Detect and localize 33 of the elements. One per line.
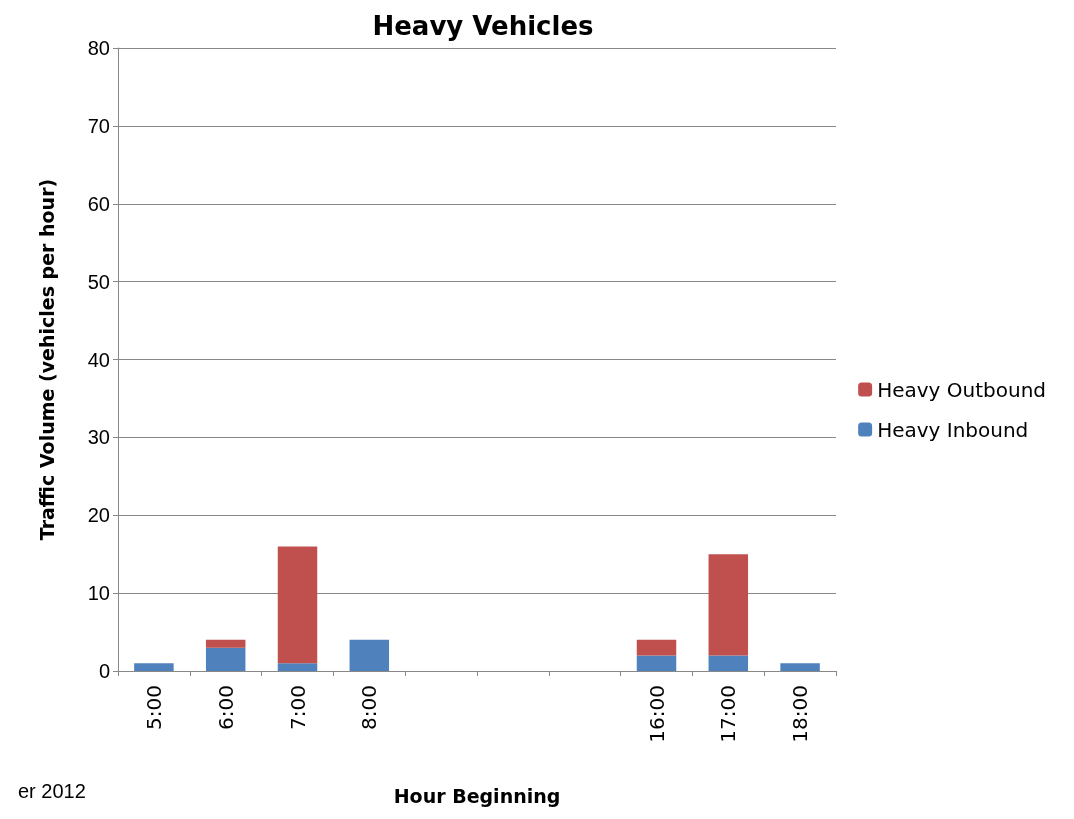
x-axis-title: Hour Beginning (393, 784, 561, 807)
bar (277, 546, 318, 664)
y-axis-title: Traffic Volume (vehicles per hour) (35, 178, 58, 541)
x-tick-label: 18:00 (788, 685, 813, 743)
bar (134, 663, 174, 671)
x-tick-label: 5:00 (141, 685, 166, 730)
bar (205, 639, 246, 648)
bar (205, 647, 246, 671)
y-tick-label: 50 (87, 270, 110, 293)
legend-label: Heavy Outbound (877, 377, 1047, 402)
y-tick-label: 40 (87, 348, 110, 371)
bar (708, 554, 749, 656)
y-tick-label: 80 (87, 37, 110, 59)
y-tick-label: 0 (98, 660, 110, 682)
y-tick-label: 30 (87, 426, 110, 449)
x-tick-label: 16:00 (644, 685, 669, 743)
text: er 2012 (18, 780, 86, 802)
bar (636, 639, 677, 656)
y-tick-label: 20 (87, 504, 110, 527)
bar (636, 655, 677, 671)
x-tick-label: 8:00 (357, 685, 382, 730)
bar (349, 639, 390, 671)
x-tick-label: 6:00 (213, 685, 238, 730)
y-tick-label: 10 (87, 582, 110, 605)
x-tick-label: 7:00 (285, 685, 310, 730)
bar (708, 655, 749, 671)
bar (780, 663, 820, 671)
y-tick-label: 70 (87, 114, 110, 137)
x-tick-label: 17:00 (716, 685, 741, 743)
y-tick-label: 60 (87, 192, 110, 215)
chart-title: Heavy Vehicles (372, 11, 594, 41)
bar (277, 663, 318, 671)
legend-label: Heavy Inbound (877, 417, 1029, 442)
